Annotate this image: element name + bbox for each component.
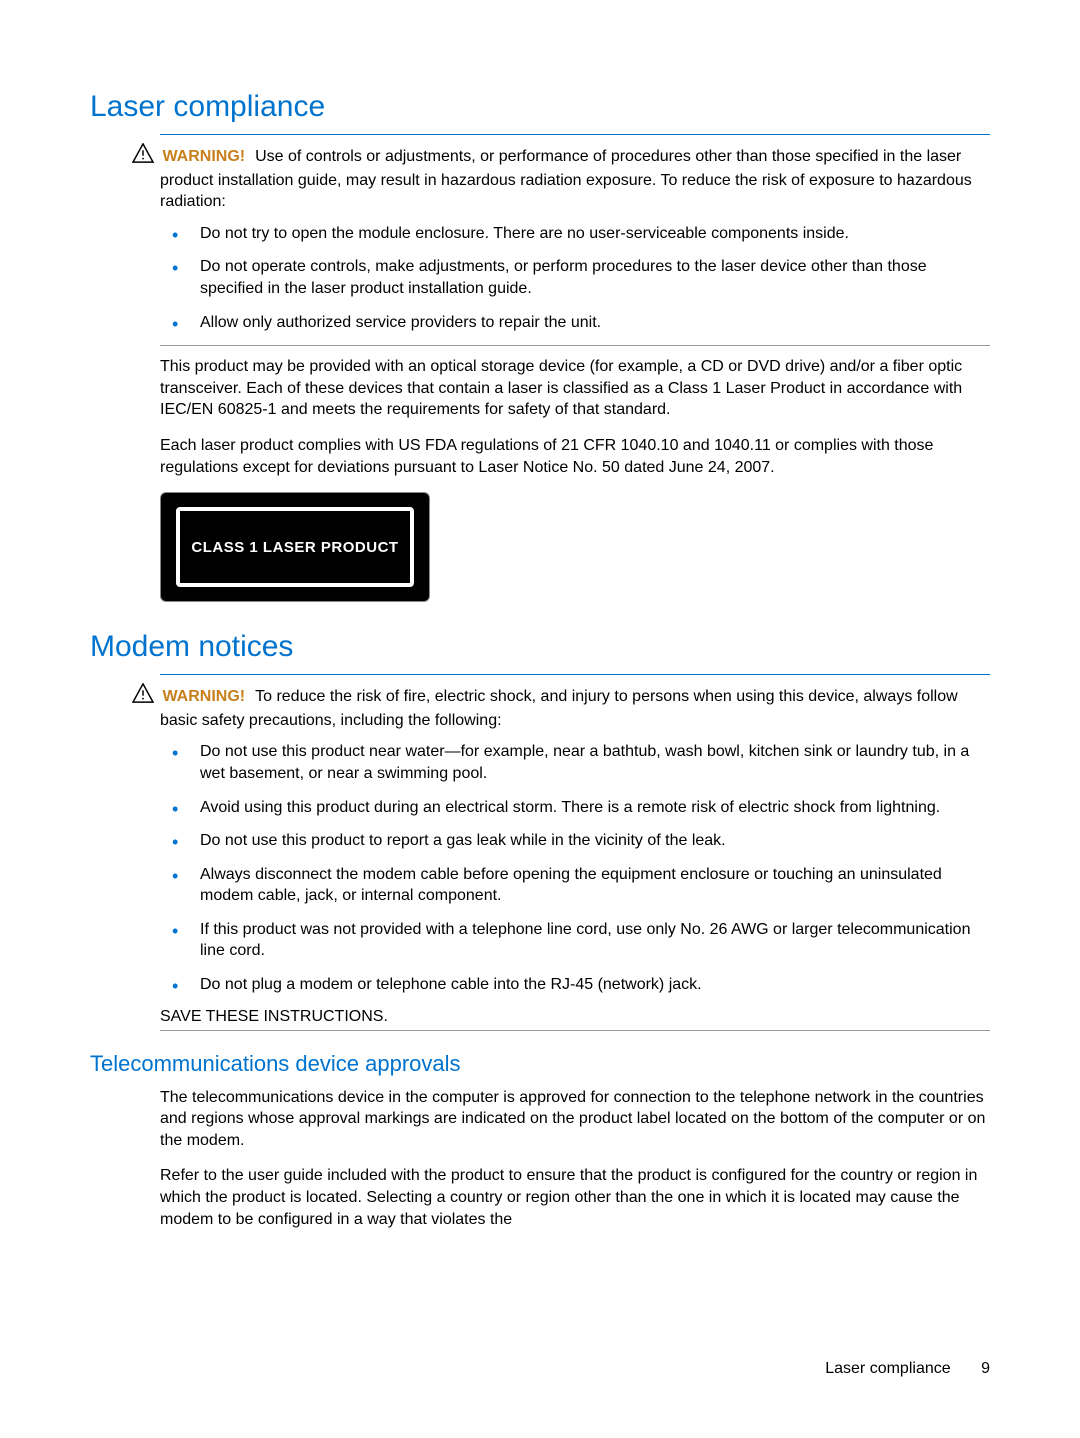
save-instructions: SAVE THESE INSTRUCTIONS. xyxy=(160,1008,990,1026)
modem-notices-heading: Modem notices xyxy=(90,630,990,664)
list-item: If this product was not provided with a … xyxy=(160,919,990,962)
thin-rule xyxy=(160,345,990,346)
class1-laser-label: CLASS 1 LASER PRODUCT xyxy=(160,492,430,602)
list-item: Do not use this product near water—for e… xyxy=(160,741,990,784)
modem-warning-block: WARNING!To reduce the risk of fire, elec… xyxy=(160,683,990,731)
laser-warning-block: WARNING!Use of controls or adjustments, … xyxy=(160,143,990,213)
modem-warning-text: To reduce the risk of fire, electric sho… xyxy=(160,688,958,729)
telecom-section-body: The telecommunications device in the com… xyxy=(160,1087,990,1231)
class1-laser-label-text: CLASS 1 LASER PRODUCT xyxy=(176,507,414,587)
page-footer: Laser compliance 9 xyxy=(825,1360,990,1378)
laser-bullet-list: Do not try to open the module enclosure.… xyxy=(160,223,990,333)
warning-prefix: WARNING! xyxy=(162,688,245,705)
modem-section-body: WARNING!To reduce the risk of fire, elec… xyxy=(160,674,990,1031)
footer-section-label: Laser compliance xyxy=(825,1360,950,1377)
list-item: Do not try to open the module enclosure.… xyxy=(160,223,990,245)
thin-rule xyxy=(160,1030,990,1031)
warning-icon xyxy=(132,143,154,170)
section-rule xyxy=(160,134,990,135)
telecom-para-1: The telecommunications device in the com… xyxy=(160,1087,990,1152)
laser-para-1: This product may be provided with an opt… xyxy=(160,356,990,421)
warning-icon xyxy=(132,683,154,710)
telecom-para-2: Refer to the user guide included with th… xyxy=(160,1165,990,1230)
laser-warning-text: Use of controls or adjustments, or perfo… xyxy=(160,148,972,210)
list-item: Do not plug a modem or telephone cable i… xyxy=(160,974,990,996)
laser-section-body: WARNING!Use of controls or adjustments, … xyxy=(160,134,990,602)
document-page: Laser compliance WARNING!Use of controls… xyxy=(0,0,1080,1304)
list-item: Allow only authorized service providers … xyxy=(160,312,990,334)
telecom-approvals-heading: Telecommunications device approvals xyxy=(90,1051,990,1077)
list-item: Always disconnect the modem cable before… xyxy=(160,864,990,907)
laser-para-2: Each laser product complies with US FDA … xyxy=(160,435,990,478)
warning-prefix: WARNING! xyxy=(162,148,245,165)
list-item: Do not use this product to report a gas … xyxy=(160,830,990,852)
section-rule xyxy=(160,674,990,675)
list-item: Do not operate controls, make adjustment… xyxy=(160,256,990,299)
modem-bullet-list: Do not use this product near water—for e… xyxy=(160,741,990,995)
footer-page-number: 9 xyxy=(981,1360,990,1377)
list-item: Avoid using this product during an elect… xyxy=(160,797,990,819)
laser-compliance-heading: Laser compliance xyxy=(90,90,990,124)
